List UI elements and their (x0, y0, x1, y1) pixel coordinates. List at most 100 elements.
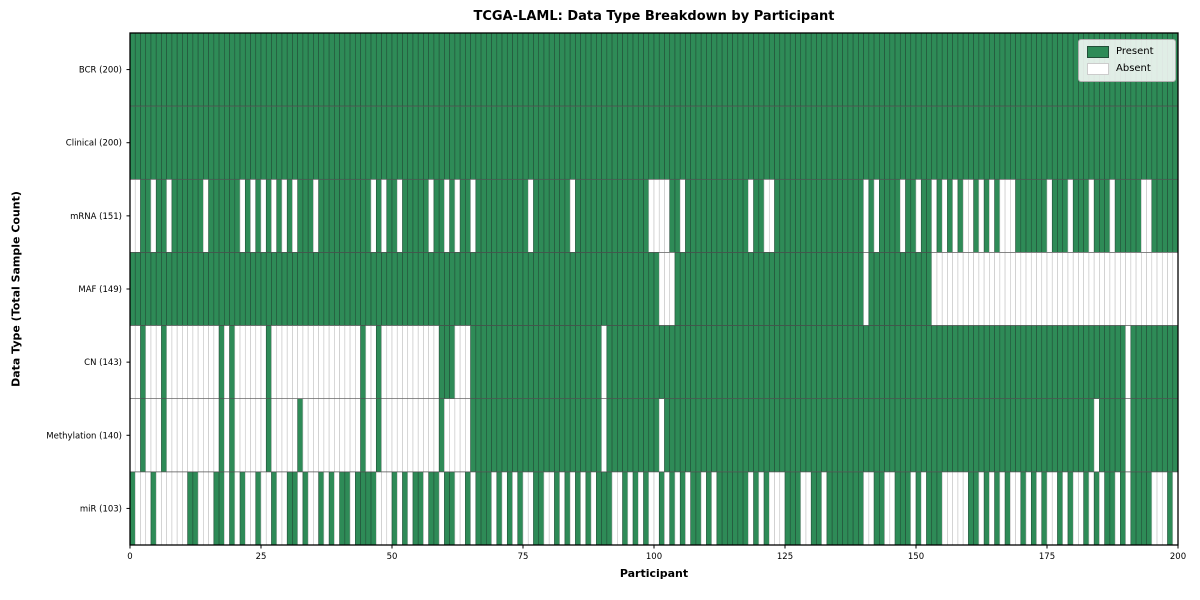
heatmap-cell (255, 32, 262, 107)
heatmap-cell (1104, 471, 1111, 546)
heatmap-cell (323, 398, 330, 473)
heatmap-cell (208, 178, 215, 253)
heatmap-cell (365, 105, 372, 180)
heatmap-cell (1015, 471, 1022, 546)
heatmap-cell (742, 398, 749, 473)
heatmap-cell (1010, 325, 1016, 400)
heatmap-cell (637, 178, 644, 253)
heatmap-cell (1020, 398, 1027, 473)
heatmap-cell (789, 325, 796, 400)
heatmap-cell (155, 252, 162, 326)
heatmap-cell (244, 252, 251, 326)
heatmap-cell (1030, 325, 1037, 400)
heatmap-cell (1030, 471, 1037, 546)
heatmap-cell (506, 471, 513, 546)
heatmap-cell (286, 471, 293, 546)
heatmap-cell (858, 252, 864, 326)
heatmap-cell (816, 32, 822, 107)
heatmap-cell (679, 32, 686, 107)
heatmap-cell (454, 32, 461, 107)
heatmap-cell (1151, 252, 1158, 326)
heatmap-cell (370, 471, 377, 546)
heatmap-cell (323, 252, 330, 326)
heatmap-cell (208, 398, 215, 473)
heatmap-cell (150, 471, 157, 546)
heatmap-cell (742, 325, 749, 400)
heatmap-cell (1172, 252, 1179, 326)
heatmap-cell (140, 252, 147, 326)
heatmap-cell (470, 252, 477, 326)
heatmap-cell (1125, 178, 1132, 253)
heatmap-cell (454, 105, 461, 180)
heatmap-cell (863, 178, 870, 253)
heatmap-cell (318, 325, 325, 400)
heatmap-cell (1010, 178, 1016, 253)
heatmap-cell (899, 32, 906, 107)
heatmap-cell (779, 178, 786, 253)
heatmap-cell (784, 471, 791, 546)
heatmap-cell (957, 325, 964, 400)
heatmap-cell (1051, 178, 1058, 253)
heatmap-cell (653, 325, 660, 400)
heatmap-cell (166, 252, 173, 326)
heatmap-cell (994, 178, 1001, 253)
heatmap-cell (899, 178, 906, 253)
heatmap-cell (920, 398, 927, 473)
heatmap-cell (1114, 105, 1121, 180)
heatmap-cell (795, 105, 802, 180)
heatmap-cell (475, 471, 482, 546)
heatmap-cell (1125, 325, 1132, 400)
heatmap-cell (339, 398, 346, 473)
heatmap-cell (1088, 398, 1095, 473)
heatmap-cell (145, 32, 152, 107)
heatmap-cell (784, 325, 791, 400)
heatmap-cell (1161, 105, 1168, 180)
heatmap-cell (559, 252, 566, 326)
heatmap-cell (140, 178, 147, 253)
heatmap-cell (187, 398, 194, 473)
heatmap-cell (496, 105, 503, 180)
heatmap-cell (994, 471, 1001, 546)
heatmap-cell (810, 32, 817, 107)
heatmap-cell (1046, 398, 1053, 473)
heatmap-cell (218, 471, 225, 546)
heatmap-cell (203, 252, 209, 326)
heatmap-cell (328, 252, 335, 326)
heatmap-cell (1030, 105, 1037, 180)
heatmap-cell (134, 471, 141, 546)
heatmap-cell (580, 32, 587, 107)
heatmap-cell (344, 178, 351, 253)
heatmap-cell (1156, 471, 1163, 546)
heatmap-cell (260, 398, 267, 473)
heatmap-cell (203, 178, 209, 253)
heatmap-cell (706, 252, 712, 326)
heatmap-cell (962, 471, 969, 546)
heatmap-cell (1156, 252, 1163, 326)
heatmap-cell (459, 398, 466, 473)
heatmap-cell (915, 105, 922, 180)
heatmap-cell (936, 105, 943, 180)
heatmap-cell (428, 398, 435, 473)
heatmap-cell (968, 178, 974, 253)
heatmap-cell (239, 325, 246, 400)
heatmap-cell (297, 252, 304, 326)
heatmap-cell (234, 398, 241, 473)
heatmap-cell (1093, 252, 1100, 326)
heatmap-cell (150, 252, 157, 326)
heatmap-cell (947, 325, 953, 400)
heatmap-cell (941, 471, 948, 546)
heatmap-cell (622, 178, 629, 253)
heatmap-cell (664, 105, 671, 180)
heatmap-cell (1036, 105, 1043, 180)
heatmap-cell (239, 398, 246, 473)
heatmap-cell (265, 105, 272, 180)
heatmap-cell (391, 398, 398, 473)
heatmap-cell (1167, 325, 1174, 400)
heatmap-cell (396, 471, 403, 546)
heatmap-cell (674, 105, 681, 180)
heatmap-cell (433, 178, 440, 253)
heatmap-cell (973, 178, 980, 253)
heatmap-cell (685, 252, 691, 326)
heatmap-cell (768, 32, 775, 107)
heatmap-cell (606, 398, 613, 473)
